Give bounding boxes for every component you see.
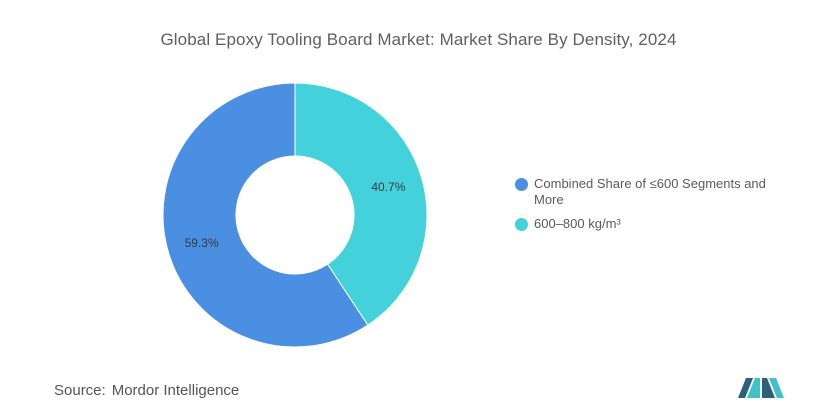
legend-item-combined: Combined Share of ≤600 Segments and More	[515, 176, 795, 208]
donut-label-1: 59.3%	[185, 236, 219, 250]
chart-legend: Combined Share of ≤600 Segments and More…	[515, 176, 795, 240]
legend-swatch-600-800	[515, 218, 528, 231]
source-value: Mordor Intelligence	[111, 382, 240, 399]
mordor-intelligence-logo-icon	[738, 378, 784, 398]
donut-label-0: 40.7%	[371, 180, 405, 194]
donut-slice-1	[162, 82, 369, 348]
legend-label-combined: Combined Share of ≤600 Segments and More	[534, 176, 766, 207]
source-note: Source: Mordor Intelligence	[54, 382, 239, 399]
chart-title: Global Epoxy Tooling Board Market: Marke…	[160, 30, 677, 49]
legend-swatch-combined	[515, 178, 528, 191]
source-label: Source:	[54, 382, 106, 399]
legend-label-600-800: 600–800 kg/m³	[534, 216, 621, 231]
donut-chart: 40.7% 59.3%	[162, 82, 428, 348]
legend-item-600-800: 600–800 kg/m³	[515, 216, 795, 232]
